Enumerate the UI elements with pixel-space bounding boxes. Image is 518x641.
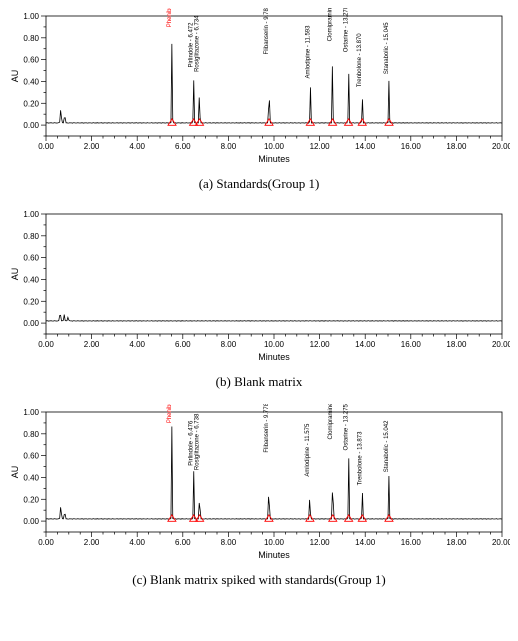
- svg-text:Stanabolic - 15.042: Stanabolic - 15.042: [384, 420, 390, 472]
- svg-text:6.00: 6.00: [175, 538, 191, 547]
- chromatogram-chart: 0.00 0.20 0.40 0.60 0.80 1.00 0.00 2.00 4.00 6.00…: [8, 8, 510, 168]
- svg-text:Trenbolone - 13.873: Trenbolone - 13.873: [357, 431, 363, 485]
- svg-text:4.00: 4.00: [129, 340, 145, 349]
- svg-text:Minutes: Minutes: [258, 154, 290, 164]
- svg-text:1.00: 1.00: [23, 12, 39, 21]
- svg-text:6.00: 6.00: [175, 142, 191, 151]
- svg-text:14.00: 14.00: [355, 538, 376, 547]
- svg-text:6.00: 6.00: [175, 340, 191, 349]
- svg-text:0.00: 0.00: [23, 319, 39, 328]
- svg-text:AU: AU: [10, 466, 20, 479]
- svg-text:Ostarine - 13.275: Ostarine - 13.275: [344, 404, 350, 450]
- svg-text:Flibanserin - 9.782: Flibanserin - 9.782: [264, 8, 270, 54]
- svg-text:Phenibut - 5.521: Phenibut - 5.521: [167, 404, 173, 423]
- svg-text:0.00: 0.00: [23, 517, 39, 526]
- chromatogram-panel-c: 0.00 0.20 0.40 0.60 0.80 1.00 0.00 2.00 4.00 6.00…: [8, 404, 510, 588]
- svg-text:Ostarine - 13.270: Ostarine - 13.270: [344, 8, 350, 52]
- svg-text:Clomipramine - 12.570: Clomipramine - 12.570: [328, 8, 334, 41]
- svg-text:0.20: 0.20: [23, 495, 39, 504]
- panel-caption: (c) Blank matrix spiked with standards(G…: [8, 572, 510, 588]
- svg-text:Rosiglitazone - 6.734: Rosiglitazone - 6.734: [195, 15, 201, 72]
- svg-text:20.00: 20.00: [492, 538, 510, 547]
- chromatogram-chart: 0.00 0.20 0.40 0.60 0.80 1.00 0.00 2.00 4.00 6.00…: [8, 404, 510, 564]
- panel-caption: (a) Standards(Group 1): [8, 176, 510, 192]
- svg-text:0.00: 0.00: [38, 340, 54, 349]
- svg-text:18.00: 18.00: [446, 538, 467, 547]
- svg-text:20.00: 20.00: [492, 340, 510, 349]
- svg-text:Amlodipine - 11.593: Amlodipine - 11.593: [305, 25, 311, 79]
- svg-text:0.40: 0.40: [23, 77, 39, 86]
- svg-text:Minutes: Minutes: [258, 352, 290, 362]
- svg-text:10.00: 10.00: [264, 142, 285, 151]
- svg-text:Trenbolone - 13.870: Trenbolone - 13.870: [357, 33, 363, 87]
- chromatogram-panel-b: 0.00 0.20 0.40 0.60 0.80 1.00 0.00 2.00 4.00 6.00…: [8, 206, 510, 390]
- svg-text:10.00: 10.00: [264, 538, 285, 547]
- svg-text:0.20: 0.20: [23, 297, 39, 306]
- svg-text:10.00: 10.00: [264, 340, 285, 349]
- svg-text:Amlodipine - 11.575: Amlodipine - 11.575: [305, 423, 311, 477]
- svg-text:Rosiglitazone - 6.738: Rosiglitazone - 6.738: [195, 413, 201, 470]
- svg-text:0.80: 0.80: [23, 430, 39, 439]
- svg-text:2.00: 2.00: [84, 538, 100, 547]
- svg-text:0.00: 0.00: [38, 538, 54, 547]
- svg-text:18.00: 18.00: [446, 142, 467, 151]
- svg-text:2.00: 2.00: [84, 142, 100, 151]
- svg-text:2.00: 2.00: [84, 340, 100, 349]
- svg-text:Flibanserin - 9.778: Flibanserin - 9.778: [264, 404, 270, 453]
- svg-text:4.00: 4.00: [129, 142, 145, 151]
- svg-text:4.00: 4.00: [129, 538, 145, 547]
- svg-text:12.00: 12.00: [310, 142, 331, 151]
- svg-text:12.00: 12.00: [310, 538, 331, 547]
- svg-text:0.60: 0.60: [23, 452, 39, 461]
- svg-text:8.00: 8.00: [221, 142, 237, 151]
- svg-text:Stanabolic - 15.045: Stanabolic - 15.045: [384, 22, 390, 74]
- svg-text:18.00: 18.00: [446, 340, 467, 349]
- chromatogram-chart: 0.00 0.20 0.40 0.60 0.80 1.00 0.00 2.00 4.00 6.00…: [8, 206, 510, 366]
- svg-text:8.00: 8.00: [221, 538, 237, 547]
- svg-text:14.00: 14.00: [355, 142, 376, 151]
- svg-text:0.00: 0.00: [23, 121, 39, 130]
- svg-text:Clomipramine - 12.578: Clomipramine - 12.578: [328, 404, 334, 440]
- svg-text:8.00: 8.00: [221, 340, 237, 349]
- svg-text:1.00: 1.00: [23, 210, 39, 219]
- svg-text:0.20: 0.20: [23, 99, 39, 108]
- svg-text:0.80: 0.80: [23, 232, 39, 241]
- svg-text:16.00: 16.00: [401, 142, 422, 151]
- svg-text:0.00: 0.00: [38, 142, 54, 151]
- svg-text:AU: AU: [10, 70, 20, 83]
- svg-text:14.00: 14.00: [355, 340, 376, 349]
- svg-text:12.00: 12.00: [310, 340, 331, 349]
- svg-text:16.00: 16.00: [401, 538, 422, 547]
- svg-text:0.40: 0.40: [23, 473, 39, 482]
- svg-text:1.00: 1.00: [23, 408, 39, 417]
- svg-text:Phenibut - 5.527: Phenibut - 5.527: [167, 8, 173, 27]
- svg-text:Minutes: Minutes: [258, 550, 290, 560]
- panel-caption: (b) Blank matrix: [8, 374, 510, 390]
- svg-text:0.80: 0.80: [23, 34, 39, 43]
- svg-text:20.00: 20.00: [492, 142, 510, 151]
- svg-text:16.00: 16.00: [401, 340, 422, 349]
- svg-text:AU: AU: [10, 268, 20, 281]
- svg-text:0.60: 0.60: [23, 56, 39, 65]
- svg-text:0.40: 0.40: [23, 275, 39, 284]
- chromatogram-panel-a: 0.00 0.20 0.40 0.60 0.80 1.00 0.00 2.00 4.00 6.00…: [8, 8, 510, 192]
- svg-text:0.60: 0.60: [23, 254, 39, 263]
